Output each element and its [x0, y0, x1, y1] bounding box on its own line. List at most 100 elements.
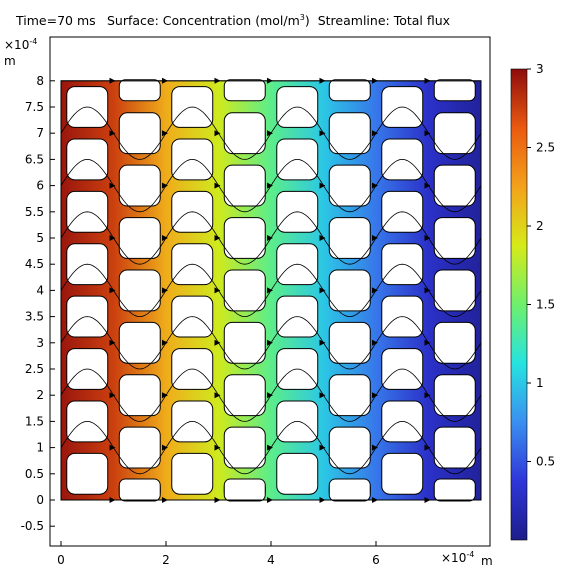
- y-tick-label: 7: [36, 126, 44, 140]
- y-tick-label: 5: [36, 231, 44, 245]
- flux-arrow: [214, 130, 221, 137]
- edge-notch: [328, 79, 371, 102]
- pillar-obstacle: [223, 269, 266, 312]
- flux-arrow: [214, 182, 221, 189]
- edge-notch: [118, 79, 161, 102]
- pillar-obstacle: [328, 164, 371, 207]
- edge-notch: [118, 478, 161, 502]
- pillar-obstacle: [328, 321, 371, 364]
- flux-arrow: [214, 77, 221, 84]
- flux-arrow: [319, 235, 326, 241]
- pillar-obstacle: [223, 112, 266, 155]
- flux-arrow: [372, 235, 378, 241]
- pillar-obstacle: [328, 112, 371, 155]
- surface-title: Surface: Concentration (mol/m3): [107, 13, 310, 29]
- flux-arrow: [372, 130, 378, 137]
- x-tick-label: 0: [57, 553, 65, 567]
- y-tick-label: 3.5: [25, 310, 44, 324]
- pillar-obstacle: [118, 217, 161, 259]
- y-tick-label: -0.5: [21, 519, 44, 533]
- x-axis: 0 2 4 6: [57, 541, 380, 567]
- flux-arrow: [424, 339, 431, 346]
- flux-arrow: [162, 235, 168, 241]
- flux-arrow: [267, 77, 273, 84]
- flux-arrow: [162, 497, 168, 503]
- flux-arrow: [267, 182, 273, 189]
- pillar-obstacle: [223, 374, 266, 417]
- y-tick-label: 2.5: [25, 362, 44, 376]
- pillar-obstacle: [328, 374, 371, 417]
- flux-arrow: [162, 392, 168, 399]
- y-tick-label: 5.5: [25, 205, 44, 219]
- flux-arrow: [424, 130, 431, 137]
- colorbar-tick-label: 1.5: [536, 298, 555, 312]
- pillar-obstacle: [223, 321, 266, 364]
- flux-arrow: [372, 77, 378, 84]
- flux-arrow: [162, 339, 168, 346]
- y-axis-unit: m: [4, 54, 16, 68]
- flux-arrow: [372, 497, 378, 503]
- flux-arrow: [267, 287, 273, 294]
- flux-arrow: [267, 339, 273, 346]
- flux-arrow: [109, 182, 116, 189]
- channel-domain: [60, 79, 482, 502]
- flux-arrow: [372, 182, 378, 189]
- flux-arrow: [214, 444, 221, 451]
- flux-arrow: [214, 287, 221, 294]
- flux-arrow: [267, 130, 273, 137]
- x-axis-multiplier: ×10-4: [441, 550, 474, 565]
- flux-arrow: [319, 130, 326, 137]
- flux-arrow: [424, 444, 431, 451]
- pillar-obstacle: [328, 426, 371, 469]
- colorbar-ticks: 3 2.5 2 1.5 1 0.5: [527, 62, 555, 469]
- pillar-obstacle: [66, 452, 109, 495]
- flux-arrow: [162, 444, 168, 451]
- pillar-obstacle: [276, 452, 319, 495]
- pillar-obstacle: [223, 164, 266, 207]
- flux-arrow: [162, 130, 168, 137]
- flux-arrow: [214, 392, 221, 399]
- y-axis-multiplier: ×10-4: [4, 37, 37, 52]
- y-tick-label: 4: [36, 283, 44, 297]
- pillar-obstacle: [381, 452, 424, 495]
- flux-arrow: [109, 444, 116, 451]
- flux-arrow: [109, 130, 116, 137]
- pillar-obstacle: [433, 321, 476, 364]
- flux-arrow: [162, 287, 168, 294]
- pillar-obstacle: [118, 269, 161, 312]
- flux-arrow: [162, 77, 168, 84]
- y-tick-label: 6: [36, 179, 44, 193]
- streamlines: [60, 77, 482, 503]
- pillar-obstacle: [118, 426, 161, 469]
- edge-notch: [223, 79, 266, 102]
- y-tick-label: 0.5: [25, 467, 44, 481]
- streamline-title: Streamline: Total flux: [317, 13, 451, 29]
- flux-arrow: [424, 235, 431, 241]
- flux-arrow: [319, 339, 326, 346]
- flux-arrow: [109, 392, 116, 399]
- flux-arrow: [424, 392, 431, 399]
- flux-arrow: [214, 339, 221, 346]
- pillar-obstacle: [328, 269, 371, 312]
- pillar-obstacle: [433, 217, 476, 259]
- y-tick-label: 4.5: [25, 257, 44, 271]
- y-tick-label: 8: [36, 74, 44, 88]
- pillar-obstacle: [433, 426, 476, 469]
- pillar-obstacle: [223, 217, 266, 259]
- colorbar-tick-label: 2.5: [536, 141, 555, 155]
- pillar-obstacle: [433, 164, 476, 207]
- colorbar-tick-label: 0.5: [536, 455, 555, 469]
- x-tick-label: 4: [267, 553, 275, 567]
- y-tick-label: 1: [36, 441, 44, 455]
- edge-notch: [223, 478, 266, 502]
- pillar-obstacle: [223, 426, 266, 469]
- flux-arrow: [319, 77, 326, 84]
- flux-arrow: [267, 392, 273, 399]
- time-label: Time=70 ms: [16, 13, 96, 28]
- x-tick-label: 2: [162, 553, 170, 567]
- flux-arrow: [319, 182, 326, 189]
- flux-arrow: [267, 444, 273, 451]
- chart-title: Surface: Concentration (mol/m3) Streamli…: [107, 13, 450, 28]
- flux-arrow: [319, 444, 326, 451]
